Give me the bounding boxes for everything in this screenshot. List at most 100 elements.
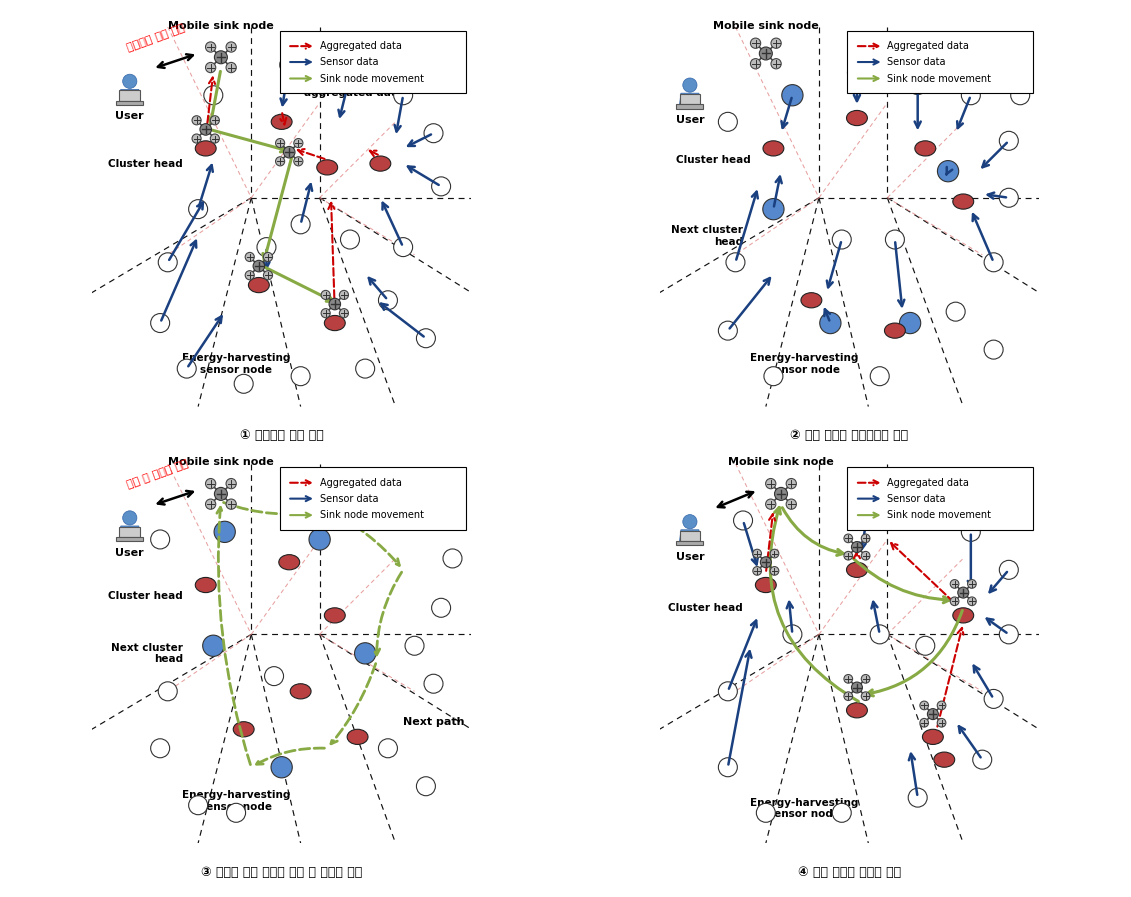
- Circle shape: [844, 552, 853, 560]
- Text: Next cluster
head: Next cluster head: [111, 642, 183, 664]
- Ellipse shape: [915, 141, 935, 156]
- Circle shape: [291, 367, 310, 386]
- Ellipse shape: [763, 141, 784, 156]
- Text: 경로 및 스케줄 전달: 경로 및 스케줄 전달: [126, 458, 190, 490]
- Circle shape: [432, 177, 450, 196]
- Bar: [676, 541, 703, 545]
- Text: Mobile sink node: Mobile sink node: [169, 457, 274, 467]
- Circle shape: [202, 635, 224, 657]
- Circle shape: [852, 542, 863, 553]
- Polygon shape: [680, 93, 700, 104]
- Circle shape: [683, 78, 697, 92]
- Text: Sensor data: Sensor data: [888, 493, 946, 503]
- FancyBboxPatch shape: [847, 30, 1034, 93]
- Circle shape: [189, 200, 208, 219]
- Circle shape: [394, 238, 413, 257]
- Text: ② 다음 주기의 클러스터링 예측: ② 다음 주기의 클러스터링 예측: [791, 430, 908, 442]
- Circle shape: [264, 271, 273, 280]
- Text: Aggregated data: Aggregated data: [888, 478, 969, 488]
- Circle shape: [416, 777, 435, 796]
- Circle shape: [226, 499, 236, 509]
- Bar: [680, 531, 700, 541]
- Circle shape: [215, 51, 227, 64]
- Circle shape: [973, 750, 992, 769]
- Circle shape: [762, 198, 784, 220]
- Text: Aggregated data: Aggregated data: [320, 478, 402, 488]
- Circle shape: [786, 499, 796, 509]
- Circle shape: [214, 521, 235, 543]
- Circle shape: [245, 271, 254, 280]
- Ellipse shape: [291, 684, 311, 699]
- Text: User: User: [115, 548, 144, 558]
- Text: User: User: [675, 115, 705, 125]
- Circle shape: [200, 124, 211, 135]
- Circle shape: [294, 138, 303, 148]
- Bar: [116, 100, 144, 105]
- Text: Sink node movement: Sink node movement: [320, 74, 424, 83]
- Circle shape: [206, 42, 216, 52]
- Circle shape: [916, 636, 935, 655]
- Circle shape: [1000, 561, 1018, 579]
- Circle shape: [832, 804, 852, 823]
- Text: Energy-harvesting
sensor node: Energy-harvesting sensor node: [750, 353, 858, 375]
- Circle shape: [770, 549, 779, 558]
- Circle shape: [309, 529, 330, 550]
- Text: ④ 다음 주기의 데이터 수집: ④ 다음 주기의 데이터 수집: [797, 866, 901, 879]
- Circle shape: [920, 718, 929, 727]
- Text: Cluster head: Cluster head: [109, 159, 183, 169]
- Circle shape: [947, 302, 965, 321]
- Circle shape: [950, 579, 959, 588]
- Circle shape: [150, 314, 170, 333]
- Text: Cluster head: Cluster head: [109, 591, 183, 601]
- Circle shape: [783, 625, 802, 644]
- Circle shape: [984, 690, 1003, 709]
- Circle shape: [751, 58, 761, 69]
- Circle shape: [858, 500, 878, 518]
- Circle shape: [862, 675, 870, 684]
- Circle shape: [820, 312, 841, 334]
- Circle shape: [321, 309, 330, 318]
- Ellipse shape: [196, 578, 216, 593]
- Circle shape: [1000, 625, 1018, 644]
- Circle shape: [340, 230, 360, 249]
- Circle shape: [210, 116, 219, 125]
- Text: Sensor data: Sensor data: [888, 57, 946, 67]
- Circle shape: [257, 238, 276, 257]
- Text: Energy-harvesting
sensor node: Energy-harvesting sensor node: [182, 353, 291, 375]
- Circle shape: [770, 567, 779, 575]
- Circle shape: [907, 74, 929, 94]
- Circle shape: [847, 63, 866, 82]
- Circle shape: [844, 675, 853, 684]
- Circle shape: [279, 56, 299, 74]
- Circle shape: [206, 478, 216, 489]
- Text: Sensor data: Sensor data: [320, 493, 378, 503]
- Circle shape: [265, 666, 284, 685]
- Text: Cluster head: Cluster head: [668, 603, 743, 613]
- Circle shape: [150, 530, 170, 549]
- Circle shape: [354, 643, 375, 664]
- Circle shape: [150, 739, 170, 758]
- Circle shape: [340, 66, 360, 86]
- Circle shape: [753, 549, 761, 558]
- Polygon shape: [680, 530, 700, 541]
- Circle shape: [844, 534, 853, 543]
- Ellipse shape: [196, 141, 216, 156]
- Text: Transmit
aggregated data: Transmit aggregated data: [304, 77, 404, 99]
- Circle shape: [751, 38, 761, 48]
- Circle shape: [122, 510, 137, 525]
- Circle shape: [189, 796, 208, 814]
- Circle shape: [158, 253, 178, 272]
- Circle shape: [757, 804, 776, 823]
- Text: Mobile sink node: Mobile sink node: [728, 457, 834, 467]
- Circle shape: [753, 567, 761, 575]
- Circle shape: [862, 692, 870, 701]
- Ellipse shape: [756, 578, 776, 593]
- Text: Next path: Next path: [403, 717, 465, 727]
- Circle shape: [870, 625, 889, 644]
- Text: Mobile sink node: Mobile sink node: [169, 21, 274, 30]
- Text: Energy-harvesting
sensor node: Energy-harvesting sensor node: [750, 797, 858, 819]
- Text: Sink node movement: Sink node movement: [320, 510, 424, 520]
- Circle shape: [961, 522, 981, 542]
- Circle shape: [206, 63, 216, 73]
- Circle shape: [938, 718, 946, 727]
